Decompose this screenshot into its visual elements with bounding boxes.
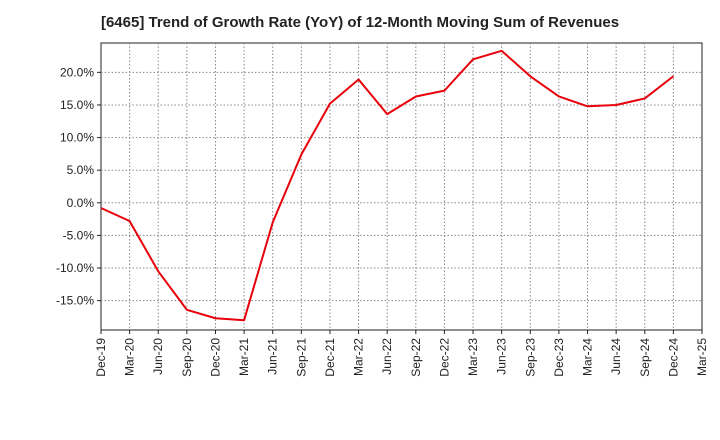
x-tick-label: Sep-21	[294, 338, 308, 377]
x-tick-label: Jun-20	[151, 338, 165, 375]
grid-lines	[101, 43, 702, 330]
x-tick-label: Dec-20	[208, 338, 222, 377]
y-tick-label: -5.0%	[63, 228, 95, 242]
y-tick-label: -10.0%	[56, 261, 94, 275]
x-tick-label: Dec-23	[552, 338, 566, 377]
x-tick-label: Jun-23	[495, 338, 509, 375]
x-tick-label: Jun-24	[609, 338, 623, 375]
x-tick-label: Mar-24	[581, 338, 595, 376]
chart-title: [6465] Trend of Growth Rate (YoY) of 12-…	[100, 14, 620, 31]
series-layer	[100, 49, 674, 322]
x-tick-label: Jun-21	[266, 338, 280, 375]
x-tick-label: Mar-21	[237, 338, 251, 376]
y-tick-label: 5.0%	[67, 163, 95, 177]
y-tick-label: 15.0%	[60, 98, 94, 112]
x-tick-label: Mar-23	[466, 338, 480, 376]
x-tick-label: Sep-22	[409, 338, 423, 377]
y-axis-ticks: 20.0% 15.0% 10.0% 5.0% 0.0% -5.0% -10.0% -15.0%	[56, 65, 101, 308]
x-axis-ticks: Dec-19 Mar-20 Jun-20 Sep-20 Dec-20 Mar-21 Jun-…	[94, 330, 709, 377]
y-tick-label: 10.0%	[60, 131, 94, 145]
x-tick-label: Dec-24	[666, 338, 680, 377]
x-tick-label: Mar-25	[695, 338, 709, 376]
series-line	[100, 49, 674, 322]
y-tick-label: 0.0%	[67, 196, 95, 210]
x-tick-label: Sep-20	[180, 338, 194, 377]
x-tick-label: Jun-22	[380, 338, 394, 375]
x-tick-label: Dec-22	[437, 338, 451, 377]
x-tick-label: Sep-24	[638, 338, 652, 377]
plot-area-border	[100, 42, 703, 331]
x-tick-label: Dec-19	[94, 338, 108, 377]
x-tick-label: Dec-21	[323, 338, 337, 377]
y-tick-label: 20.0%	[60, 65, 94, 79]
x-tick-label: Mar-20	[123, 338, 137, 376]
x-tick-label: Sep-23	[523, 338, 537, 377]
y-tick-label: -15.0%	[56, 294, 94, 308]
x-tick-label: Mar-22	[352, 338, 366, 376]
